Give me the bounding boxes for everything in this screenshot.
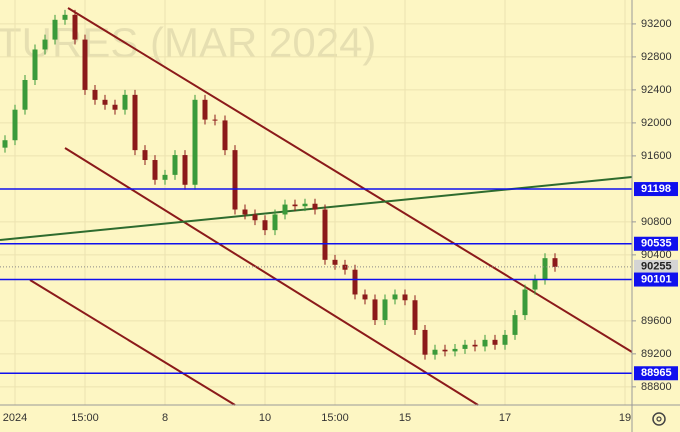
candle-body: [182, 155, 188, 185]
level-label: 90535: [641, 238, 672, 250]
candle-body: [92, 89, 98, 100]
candle-body: [552, 258, 558, 267]
candle-body: [492, 339, 498, 345]
x-tick-label: 15:00: [321, 412, 349, 424]
candle-body: [532, 279, 538, 290]
candle-body: [2, 140, 8, 148]
axis-labels: 88800 89200 89600 90400 90800 91600 92000 92400…: [3, 18, 678, 424]
candle-body: [152, 160, 158, 180]
candle-body: [162, 174, 168, 180]
candle-body: [222, 120, 228, 151]
x-tick-label: 19: [619, 412, 631, 424]
candle-body: [272, 214, 278, 231]
x-tick-label: 10: [259, 412, 271, 424]
plot: [0, 9, 632, 374]
y-tick-label: 88800: [641, 381, 672, 393]
candle-body: [142, 150, 148, 161]
gear-icon[interactable]: [652, 412, 666, 426]
settings-button[interactable]: [652, 412, 666, 426]
candle-body: [542, 258, 548, 280]
candle-body: [72, 14, 78, 40]
level-box: [634, 272, 678, 287]
candle-body: [232, 150, 238, 210]
level-box: [634, 366, 678, 381]
candle-body: [302, 203, 308, 207]
level-box: [634, 236, 678, 251]
candle-body: [482, 339, 488, 347]
candle-body: [62, 14, 68, 20]
y-tick-label: 90800: [641, 216, 672, 228]
candle-body: [252, 214, 258, 221]
candle-body: [102, 99, 108, 105]
level-label: 91198: [641, 183, 671, 195]
candle-body: [202, 99, 208, 120]
current-price-label: 90255: [641, 261, 672, 273]
level-label: 90101: [641, 273, 672, 285]
candle-body: [422, 329, 428, 355]
candle-body: [522, 289, 528, 316]
watermark: TURES (MAR 2024): [0, 19, 376, 66]
candle-body: [512, 315, 518, 335]
trend-line: [67, 7, 633, 353]
x-tick-label: 17: [499, 412, 511, 424]
x-tick-label: 15: [399, 412, 411, 424]
candle-body: [282, 204, 288, 215]
candle-body: [332, 259, 338, 265]
candle-body: [292, 204, 298, 207]
y-tick-label: 89200: [641, 348, 672, 360]
x-tick-label: 8: [162, 412, 168, 424]
candle-body: [22, 80, 28, 110]
candle-body: [192, 99, 198, 185]
y-tick-label: 93200: [641, 18, 672, 30]
candle-body: [352, 269, 358, 295]
candle-body: [12, 109, 18, 141]
candle-body: [132, 94, 138, 151]
candle-body: [472, 344, 478, 347]
candle-body: [172, 155, 178, 175]
candle-body: [412, 300, 418, 330]
candle-body: [432, 349, 438, 355]
candle-body: [502, 334, 508, 345]
y-tick-label: 91600: [641, 150, 672, 162]
candle-body: [392, 294, 398, 300]
candle-body: [382, 299, 388, 321]
y-tick-label: 92800: [641, 51, 672, 63]
candle-body: [212, 119, 218, 121]
candle-body: [122, 94, 128, 110]
candle-body: [452, 348, 458, 352]
candle-body: [242, 209, 248, 215]
level-box: [634, 182, 678, 197]
candle-body: [442, 349, 448, 352]
candle-body: [32, 49, 38, 81]
candle-body: [372, 299, 378, 321]
y-tick-label: 92400: [641, 84, 672, 96]
candle-body: [82, 39, 88, 90]
candle-body: [42, 39, 48, 50]
candle-body: [322, 209, 328, 260]
candle-body: [402, 294, 408, 301]
trend-line: [64, 147, 479, 406]
current-price-box: [634, 259, 678, 274]
gear-center: [656, 416, 662, 422]
y-tick-label: 90400: [641, 249, 672, 261]
candle-body: [262, 220, 268, 231]
y-tick-label: 92000: [641, 117, 672, 129]
candle-body: [462, 344, 468, 349]
candle-body: [112, 104, 118, 110]
level-label: 88965: [641, 367, 672, 379]
candle-body: [362, 294, 368, 300]
x-tick-label: 15:00: [71, 412, 99, 424]
x-tick-label: 2024: [3, 412, 27, 424]
trend-line: [29, 279, 236, 406]
candle-body: [52, 19, 58, 40]
y-tick-label: 89600: [641, 315, 672, 327]
candle-body: [312, 203, 318, 210]
